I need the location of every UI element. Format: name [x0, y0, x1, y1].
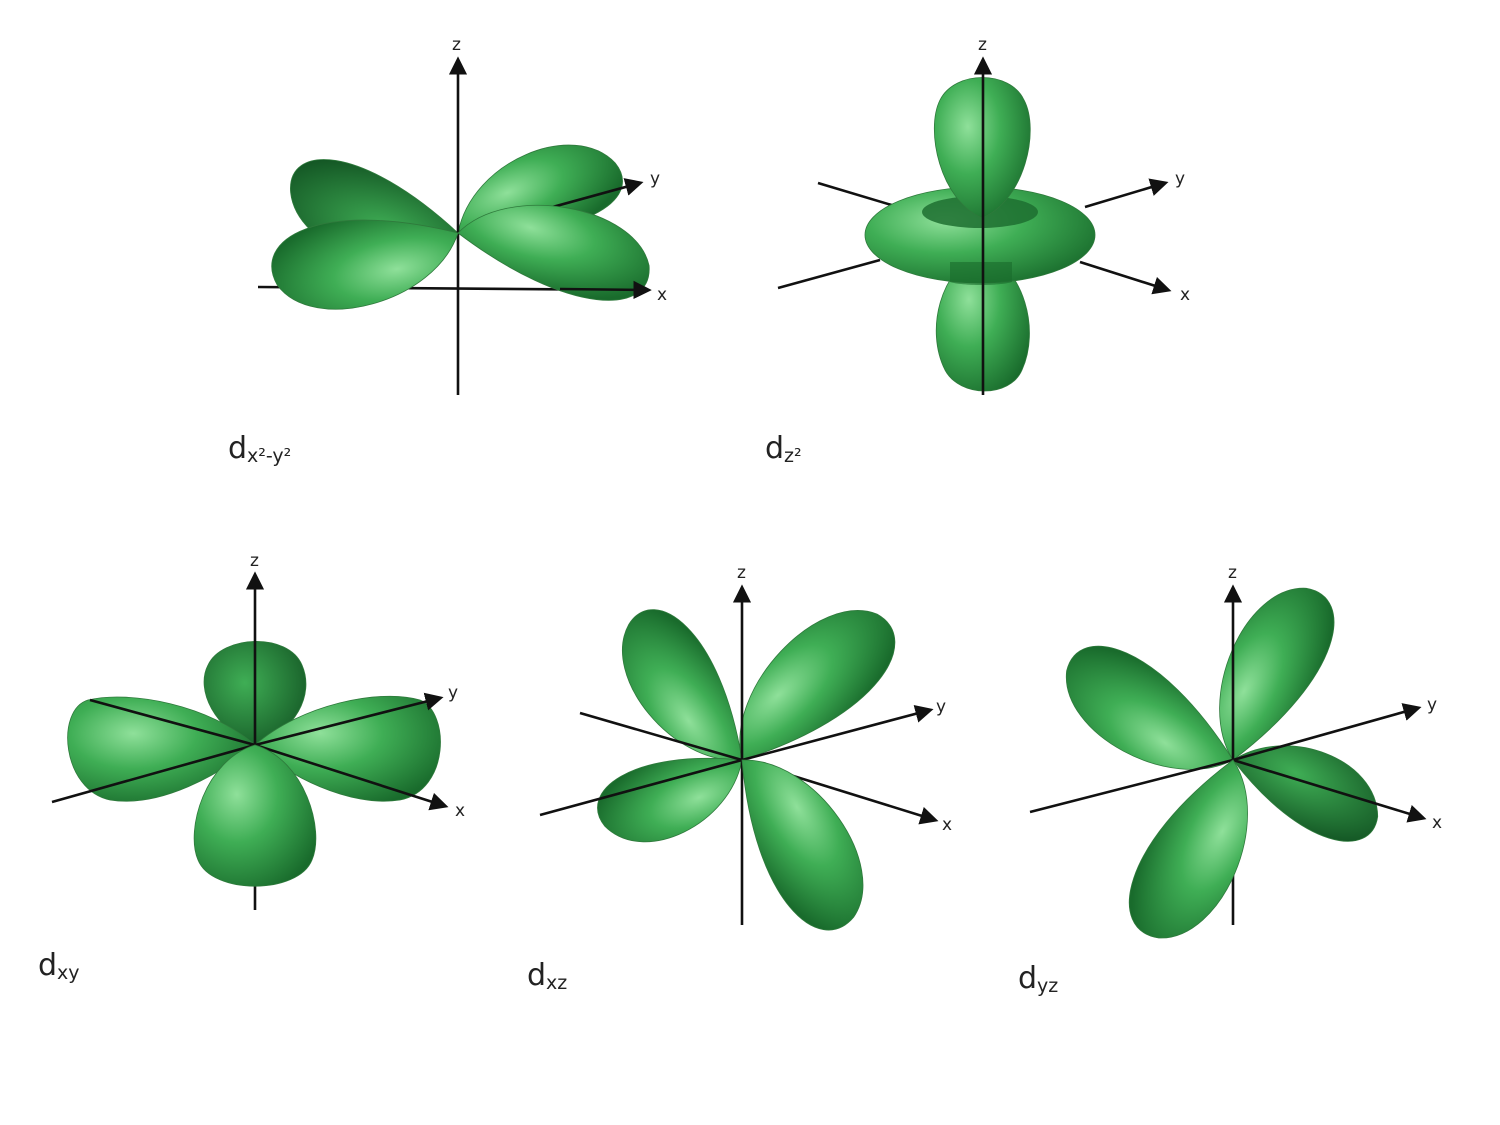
- x-axis-label: x: [942, 815, 952, 835]
- orbital-dz2: z y x dz²: [765, 35, 1190, 467]
- x-axis-label: x: [1180, 285, 1190, 305]
- x-axis-right: [1080, 262, 1168, 290]
- orbital-label-main: d: [765, 431, 784, 466]
- orbital-dxz: z y x dxz: [527, 563, 952, 994]
- orbital-label-main: d: [527, 958, 546, 993]
- orbital-dx2-y2: z y x dx²-y²: [228, 35, 667, 467]
- y-axis-label: y: [650, 169, 660, 189]
- orbital-label-subscript: x²-y²: [247, 445, 291, 467]
- orbital-label-dx2-y2: dx²-y²: [228, 431, 291, 467]
- orbital-label-dxz: dxz: [527, 958, 567, 994]
- orbital-dxy: z y x dxy: [38, 551, 465, 984]
- y-axis-label: y: [1427, 695, 1437, 715]
- x-axis-left: [778, 260, 880, 288]
- z-axis-label: z: [1228, 563, 1237, 583]
- x-axis-label: x: [1432, 813, 1442, 833]
- orbital-label-subscript: yz: [1037, 975, 1058, 997]
- orbital-label-main: d: [228, 431, 247, 466]
- orbital-label-dz2: dz²: [765, 431, 802, 467]
- y-axis-label: y: [1175, 169, 1185, 189]
- y-axis-label: y: [936, 697, 946, 717]
- z-axis-label: z: [452, 35, 461, 55]
- z-axis-label: z: [978, 35, 987, 55]
- y-axis-label: y: [448, 683, 458, 703]
- y-axis: [1085, 183, 1165, 207]
- orbital-label-main: d: [1018, 961, 1037, 996]
- orbital-dyz: z y x dyz: [1018, 563, 1442, 997]
- z-axis-label: z: [250, 551, 259, 571]
- orbital-label-main: d: [38, 948, 57, 983]
- orbital-label-dxy: dxy: [38, 948, 80, 984]
- orbital-label-dyz: dyz: [1018, 961, 1058, 997]
- x-axis-label: x: [455, 801, 465, 821]
- orbital-label-subscript: z²: [784, 445, 802, 467]
- x-axis-front: [560, 289, 648, 290]
- orbital-label-subscript: xz: [546, 972, 567, 994]
- z-axis-label: z: [737, 563, 746, 583]
- orbital-label-subscript: xy: [57, 962, 80, 984]
- x-axis-label: x: [657, 285, 667, 305]
